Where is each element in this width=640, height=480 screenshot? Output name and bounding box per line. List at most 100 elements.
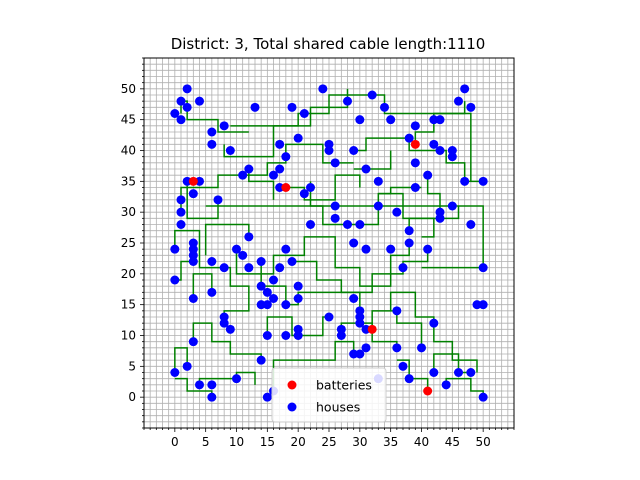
house-point — [262, 331, 272, 340]
battery-point — [410, 139, 420, 149]
house-point — [472, 300, 482, 310]
house-point — [441, 380, 451, 390]
house-point — [188, 189, 198, 199]
house-point — [466, 220, 476, 229]
house-point — [429, 139, 439, 149]
house-point — [355, 306, 365, 316]
house-point — [404, 238, 414, 248]
house-point — [373, 201, 383, 211]
legend-box — [271, 367, 387, 423]
battery-point — [423, 386, 433, 396]
house-point — [182, 84, 192, 94]
house-point — [330, 213, 340, 223]
house-point — [244, 232, 254, 242]
house-point — [404, 133, 414, 143]
y-tick-label: 50 — [121, 82, 136, 96]
house-point — [219, 121, 229, 131]
battery-point — [367, 324, 377, 334]
house-point — [262, 287, 272, 297]
house-point — [429, 115, 439, 125]
house-point — [410, 183, 420, 192]
house-point — [410, 121, 420, 131]
cable-line — [292, 249, 429, 294]
house-point — [256, 300, 266, 310]
house-point — [349, 238, 359, 248]
house-point — [355, 318, 365, 328]
house-point — [373, 176, 383, 186]
x-tick-label: 20 — [291, 435, 306, 449]
house-point — [225, 324, 235, 334]
house-point — [176, 115, 186, 125]
cable-line — [272, 340, 355, 391]
x-tick-label: 25 — [321, 435, 336, 449]
house-point — [232, 374, 241, 384]
house-point — [281, 300, 291, 310]
house-point — [195, 380, 204, 390]
battery-point — [281, 183, 291, 192]
chart-title: District: 3, Total shared cable length:1… — [171, 35, 486, 53]
house-point — [361, 164, 371, 174]
house-point — [256, 355, 266, 365]
house-point — [466, 368, 476, 377]
legend-label-batteries: batteries — [316, 378, 372, 393]
house-point — [176, 207, 186, 217]
house-point — [336, 324, 346, 334]
house-point — [293, 324, 303, 334]
house-point — [225, 146, 235, 155]
house-point — [170, 368, 180, 377]
house-point — [349, 349, 359, 359]
house-point — [275, 183, 285, 192]
house-point — [275, 263, 285, 273]
house-point — [460, 84, 470, 94]
house-point — [176, 195, 186, 205]
house-point — [293, 133, 303, 143]
house-point — [324, 312, 334, 322]
house-point — [398, 263, 408, 273]
cable-line — [371, 310, 423, 348]
x-tick-label: 5 — [202, 435, 210, 449]
house-point — [170, 244, 180, 254]
house-point — [404, 374, 414, 384]
y-tick-label: 35 — [121, 174, 136, 188]
y-tick-label: 20 — [121, 267, 136, 281]
house-point — [349, 294, 359, 303]
house-point — [176, 96, 186, 106]
house-point — [195, 96, 204, 106]
cable-line — [192, 273, 213, 299]
house-point — [287, 102, 297, 112]
house-point — [188, 337, 198, 347]
house-point — [478, 300, 488, 310]
house-point — [182, 361, 192, 371]
cable-line — [378, 186, 422, 195]
house-point — [466, 102, 476, 112]
house-point — [299, 109, 309, 118]
house-point — [343, 220, 352, 229]
house-point — [318, 84, 328, 94]
house-point — [188, 294, 198, 303]
house-point — [343, 96, 352, 106]
cable-line — [180, 143, 354, 213]
house-point — [195, 176, 204, 186]
house-point — [435, 146, 445, 155]
x-tick-label: 15 — [260, 435, 275, 449]
house-point — [244, 164, 254, 174]
house-point — [355, 312, 365, 322]
house-point — [207, 380, 217, 390]
house-point — [392, 306, 402, 316]
y-tick-label: 45 — [121, 113, 136, 127]
house-point — [435, 213, 445, 223]
house-point — [435, 115, 445, 125]
house-point — [275, 164, 285, 174]
house-point — [256, 281, 266, 291]
cable-line — [174, 347, 188, 373]
house-point — [355, 115, 365, 125]
house-point — [269, 294, 278, 303]
house-point — [170, 275, 180, 285]
house-point — [454, 96, 463, 106]
house-point — [355, 220, 365, 229]
legend-label-houses: houses — [316, 400, 360, 415]
house-point — [293, 294, 303, 303]
house-point — [460, 176, 470, 186]
house-point — [250, 102, 260, 112]
house-point — [188, 257, 198, 266]
